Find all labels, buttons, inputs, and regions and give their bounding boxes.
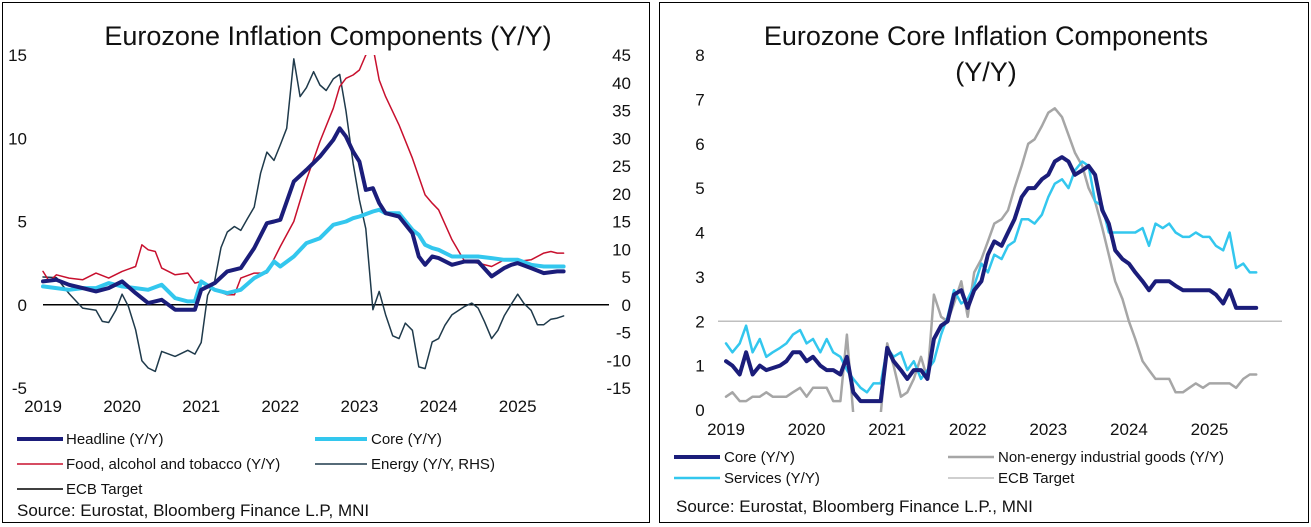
chart-inflation-components: Eurozone Inflation Components (Y/Y) -5 0 5… <box>8 21 631 520</box>
legend-label-food: Food, alcohol and tobacco (Y/Y) <box>66 456 280 473</box>
legend-label-services: Services (Y/Y) <box>724 470 820 487</box>
legend-label-energy: Energy (Y/Y, RHS) <box>371 456 495 473</box>
y-tick-label: 7 <box>695 90 704 109</box>
legend-label-ecb-target: ECB Target <box>998 470 1075 487</box>
x-tick-label: 2022 <box>949 420 987 439</box>
y-right-tick-label: 40 <box>612 74 631 93</box>
x-tick-label: 2022 <box>261 397 299 416</box>
series-line-non-energy-industrial-goods-y-y <box>724 107 1258 412</box>
y-right-tick-label: 10 <box>612 240 631 259</box>
legend-label-core: Core (Y/Y) <box>371 431 442 448</box>
y-right-tick-label: -5 <box>616 324 631 343</box>
chart-source: Source: Eurostat, Bloomberg Finance L.P.… <box>676 497 1033 516</box>
chart-panel-eurozone-inflation: Eurozone Inflation Components (Y/Y) -5 0 5… <box>2 2 650 523</box>
series-line-energy-y-y-rhs <box>42 58 565 373</box>
y-right-tick-label: -10 <box>606 351 631 370</box>
y-right-tick-label: 0 <box>622 296 631 315</box>
y-tick-label: 1 <box>695 357 704 376</box>
chart-source: Source: Eurostat, Bloomberg Finance L.P,… <box>17 501 369 520</box>
y-tick-label: 3 <box>695 268 704 287</box>
y-tick-label: 5 <box>695 179 704 198</box>
y-tick-label: 6 <box>695 135 704 154</box>
y-right-tick-label: 20 <box>612 185 631 204</box>
y-right-tick-label: 25 <box>612 157 631 176</box>
legend-label-ecb-target: ECB Target <box>66 481 143 498</box>
x-tick-label: 2020 <box>788 420 826 439</box>
x-tick-label: 2021 <box>182 397 220 416</box>
x-tick-label: 2019 <box>707 420 745 439</box>
chart-core-inflation-components: Eurozone Core Inflation Components (Y/Y)… <box>674 21 1282 516</box>
y-tick-label: 8 <box>695 46 704 65</box>
y-tick-label: -5 <box>12 379 27 398</box>
y-tick-label: 5 <box>18 213 27 232</box>
chart-title: Eurozone Inflation Components (Y/Y) <box>104 21 551 51</box>
chart-panel-core-inflation: Eurozone Core Inflation Components (Y/Y)… <box>659 2 1309 523</box>
y-right-tick-label: -15 <box>606 379 631 398</box>
y-tick-label: 2 <box>695 312 704 331</box>
y-right-tick-label: 35 <box>612 102 631 121</box>
series-line-core-y-y <box>724 155 1259 404</box>
y-tick-label: 15 <box>8 46 27 65</box>
y-right-tick-label: 30 <box>612 129 631 148</box>
x-tick-label: 2025 <box>499 397 537 416</box>
legend-label-non-energy-goods: Non-energy industrial goods (Y/Y) <box>998 449 1224 466</box>
y-tick-label: 0 <box>18 296 27 315</box>
x-tick-label: 2024 <box>420 397 458 416</box>
chart-title-line-1: Eurozone Core Inflation Components <box>764 21 1208 51</box>
x-tick-label: 2021 <box>868 420 906 439</box>
x-tick-label: 2023 <box>1029 420 1067 439</box>
series-line-services-y-y <box>724 160 1258 394</box>
x-tick-label: 2025 <box>1191 420 1229 439</box>
x-tick-label: 2020 <box>103 397 141 416</box>
y-right-tick-label: 5 <box>622 268 631 287</box>
y-tick-label: 10 <box>8 129 27 148</box>
chart-title-line-2: (Y/Y) <box>955 57 1017 87</box>
x-tick-label: 2019 <box>24 397 62 416</box>
y-right-tick-label: 45 <box>612 46 631 65</box>
series-line-core-y-y <box>41 207 566 304</box>
legend-label-core: Core (Y/Y) <box>724 449 795 466</box>
x-tick-label: 2023 <box>341 397 379 416</box>
series-line-headline-y-y <box>41 126 566 312</box>
legend-label-headline: Headline (Y/Y) <box>66 431 164 448</box>
y-right-tick-label: 15 <box>612 213 631 232</box>
x-tick-label: 2024 <box>1110 420 1148 439</box>
y-tick-label: 0 <box>695 401 704 420</box>
y-tick-label: 4 <box>695 224 704 243</box>
